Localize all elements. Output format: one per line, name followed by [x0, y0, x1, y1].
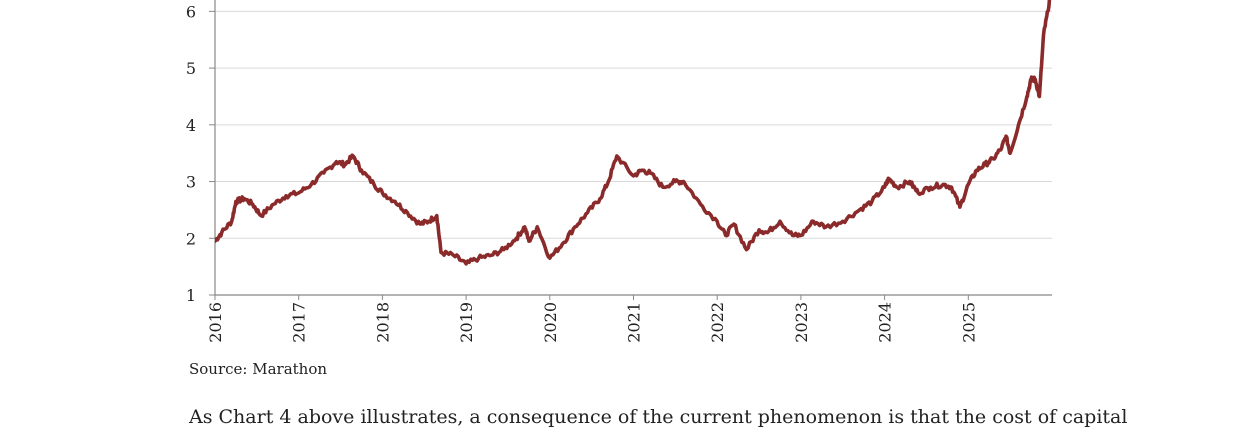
y-tick-label: 6: [186, 2, 196, 21]
axes: [209, 0, 1052, 300]
x-tick-label: 2021: [625, 302, 644, 343]
y-tick-labels: 1 2 3 4 5 6: [186, 2, 196, 305]
x-tick-label: 2025: [959, 302, 978, 343]
y-tick-label: 2: [186, 229, 196, 248]
series-line: [215, 0, 1052, 266]
x-tick-label: 2016: [206, 302, 225, 343]
y-tick-label: 4: [186, 116, 196, 135]
x-tick-label: 2022: [708, 302, 727, 343]
source-note: Source: Marathon: [189, 360, 328, 378]
x-tick-label: 2017: [290, 302, 309, 343]
x-tick-labels: 2016 2017 2018 2019 2020 2021 2022 2023 2024 2025: [206, 302, 978, 343]
grid-lines: [215, 10, 1052, 239]
x-tick-label: 2024: [876, 302, 895, 343]
x-tick-label: 2020: [541, 302, 560, 343]
body-paragraph: As Chart 4 above illustrates, a conseque…: [189, 406, 1128, 428]
y-tick-label: 3: [186, 173, 196, 192]
x-tick-label: 2018: [373, 302, 392, 343]
y-tick-label: 5: [186, 59, 196, 78]
x-tick-label: 2019: [457, 302, 476, 343]
y-tick-label: 1: [186, 286, 196, 305]
x-tick-label: 2023: [792, 302, 811, 343]
series-layer: [215, 0, 1052, 266]
